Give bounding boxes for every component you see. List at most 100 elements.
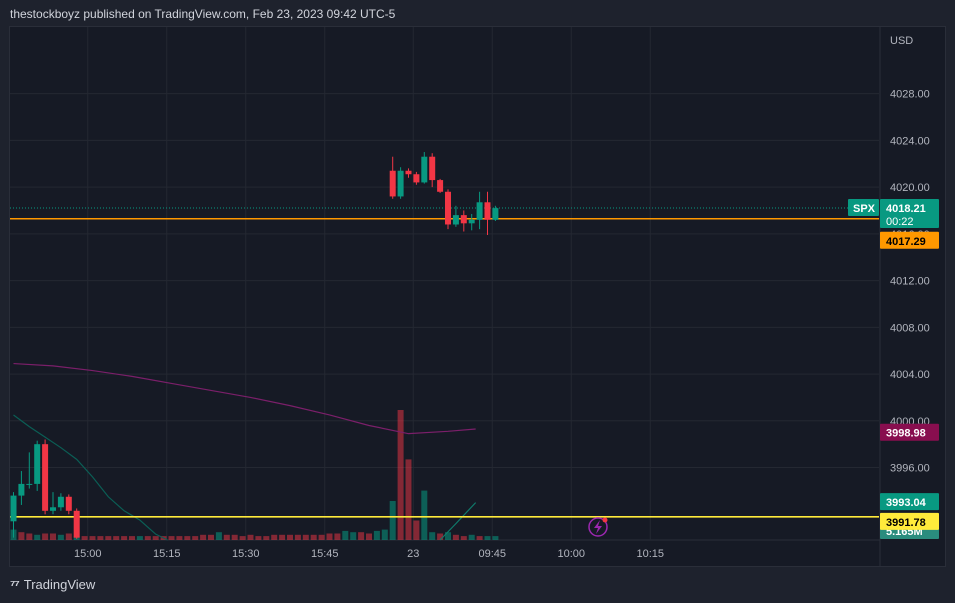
indicator-value-tag: 3993.04	[886, 497, 927, 509]
volume-bar	[97, 536, 104, 540]
candle-body	[492, 208, 499, 220]
indicator-value-tag-bg	[880, 493, 939, 511]
candle-body	[18, 483, 25, 496]
volume-bar	[192, 536, 199, 540]
candle-body	[452, 215, 459, 225]
volume-bar	[302, 534, 309, 540]
symbol-tag-bg	[848, 199, 879, 217]
volume-bar	[429, 532, 436, 540]
y-tick-label: 4008.00	[890, 322, 930, 334]
volume-bar	[239, 536, 246, 540]
candle-body	[10, 495, 17, 522]
volume-bar	[176, 536, 183, 540]
last-price-value: 4018.21	[886, 203, 926, 215]
volume-bar	[460, 536, 467, 540]
volume-bar	[318, 534, 325, 540]
volume-bar	[476, 536, 483, 540]
last-price-tag-bg	[880, 199, 939, 229]
volume-bar	[89, 536, 96, 540]
volume-bar	[342, 530, 349, 540]
volume-bar	[286, 534, 294, 540]
volume-bar	[255, 536, 262, 540]
y-tick-label: 4004.00	[890, 369, 930, 381]
volume-bar	[484, 536, 491, 540]
volume-bar	[113, 536, 120, 540]
y-tick-label: 4024.00	[890, 135, 930, 147]
candle-body	[34, 444, 41, 484]
y-tick-label: 4012.00	[890, 276, 930, 288]
volume-bar	[200, 534, 207, 540]
candle-body	[389, 170, 396, 197]
volume-bar	[271, 534, 278, 540]
volume-bar	[334, 533, 341, 540]
volume-bar	[310, 534, 317, 540]
volume-bar	[437, 533, 444, 540]
candle-body	[437, 180, 444, 192]
indicator-value-tag-bg	[880, 423, 939, 441]
candle-body	[405, 170, 412, 175]
volume-bar	[184, 536, 191, 540]
volume-bar	[34, 534, 41, 540]
x-tick-label: 10:00	[557, 548, 585, 560]
candle-body	[476, 202, 483, 220]
volume-bar	[128, 536, 136, 540]
price-labels: SPX 4018.2100:224017.293998.983993.045.16…	[848, 199, 939, 539]
volume-bar	[373, 530, 380, 540]
candle-body	[50, 507, 56, 511]
candle-body	[421, 156, 428, 183]
candle-body	[460, 215, 467, 224]
y-tick-label: 4020.00	[890, 182, 930, 194]
volume-bar	[247, 534, 254, 540]
volume-bar	[42, 533, 49, 540]
volume-bar	[168, 536, 175, 540]
volume-bar	[121, 536, 128, 540]
volume-bar	[421, 490, 428, 540]
candle-body	[65, 496, 72, 511]
volume-bar	[405, 459, 412, 540]
indicator-value-tag: 3998.98	[886, 428, 926, 440]
level-price-tag-bg	[880, 512, 939, 530]
volume-bar	[279, 534, 286, 540]
x-tick-label: 15:45	[311, 548, 339, 560]
volume-bar	[444, 532, 452, 540]
x-tick-label: 15:15	[153, 548, 181, 560]
volume-bar	[263, 536, 270, 540]
y-tick-label: 3996.00	[890, 463, 930, 475]
bar-countdown: 00:22	[886, 216, 914, 228]
ma-line-purple	[13, 362, 476, 435]
volume-bar	[365, 533, 373, 540]
level-price-tag: 4017.29	[886, 236, 926, 248]
y-tick-label: 4028.00	[890, 89, 930, 101]
candle-body	[484, 202, 491, 220]
volume-bar	[18, 532, 25, 540]
footer: ⁷⁷ TradingView	[10, 577, 95, 592]
currency-label: USD	[890, 35, 913, 47]
lightning-icon[interactable]	[588, 517, 608, 537]
candle-body	[468, 219, 475, 224]
volume-bar	[26, 533, 33, 540]
volume-bar	[57, 534, 64, 540]
volume-bar	[389, 501, 396, 540]
volume-bar	[413, 520, 420, 540]
candle-body	[445, 191, 451, 225]
volume-bar	[223, 534, 230, 540]
tradingview-logo-icon: ⁷⁷	[10, 577, 20, 592]
level-price-tag-bg	[880, 231, 939, 249]
volume-bar	[326, 533, 333, 540]
symbol-tag: SPX	[853, 203, 876, 215]
ma-line-green	[13, 414, 168, 541]
x-tick-label: 10:15	[636, 548, 664, 560]
volume-bar	[105, 536, 112, 540]
volume-bar	[144, 536, 151, 540]
time-axis: 15:00 15:15 15:30 15:45 23 09:45 10:00 10:15	[74, 548, 664, 560]
volume-bar	[468, 534, 475, 540]
chart-area[interactable]	[9, 26, 946, 567]
volume-bar	[452, 534, 459, 540]
x-tick-label: 15:30	[232, 548, 260, 560]
volume-bar	[381, 529, 388, 540]
volume-bar	[397, 410, 404, 540]
candle-body	[429, 156, 436, 181]
volume-bar	[207, 534, 215, 540]
volume-bar	[152, 536, 159, 540]
